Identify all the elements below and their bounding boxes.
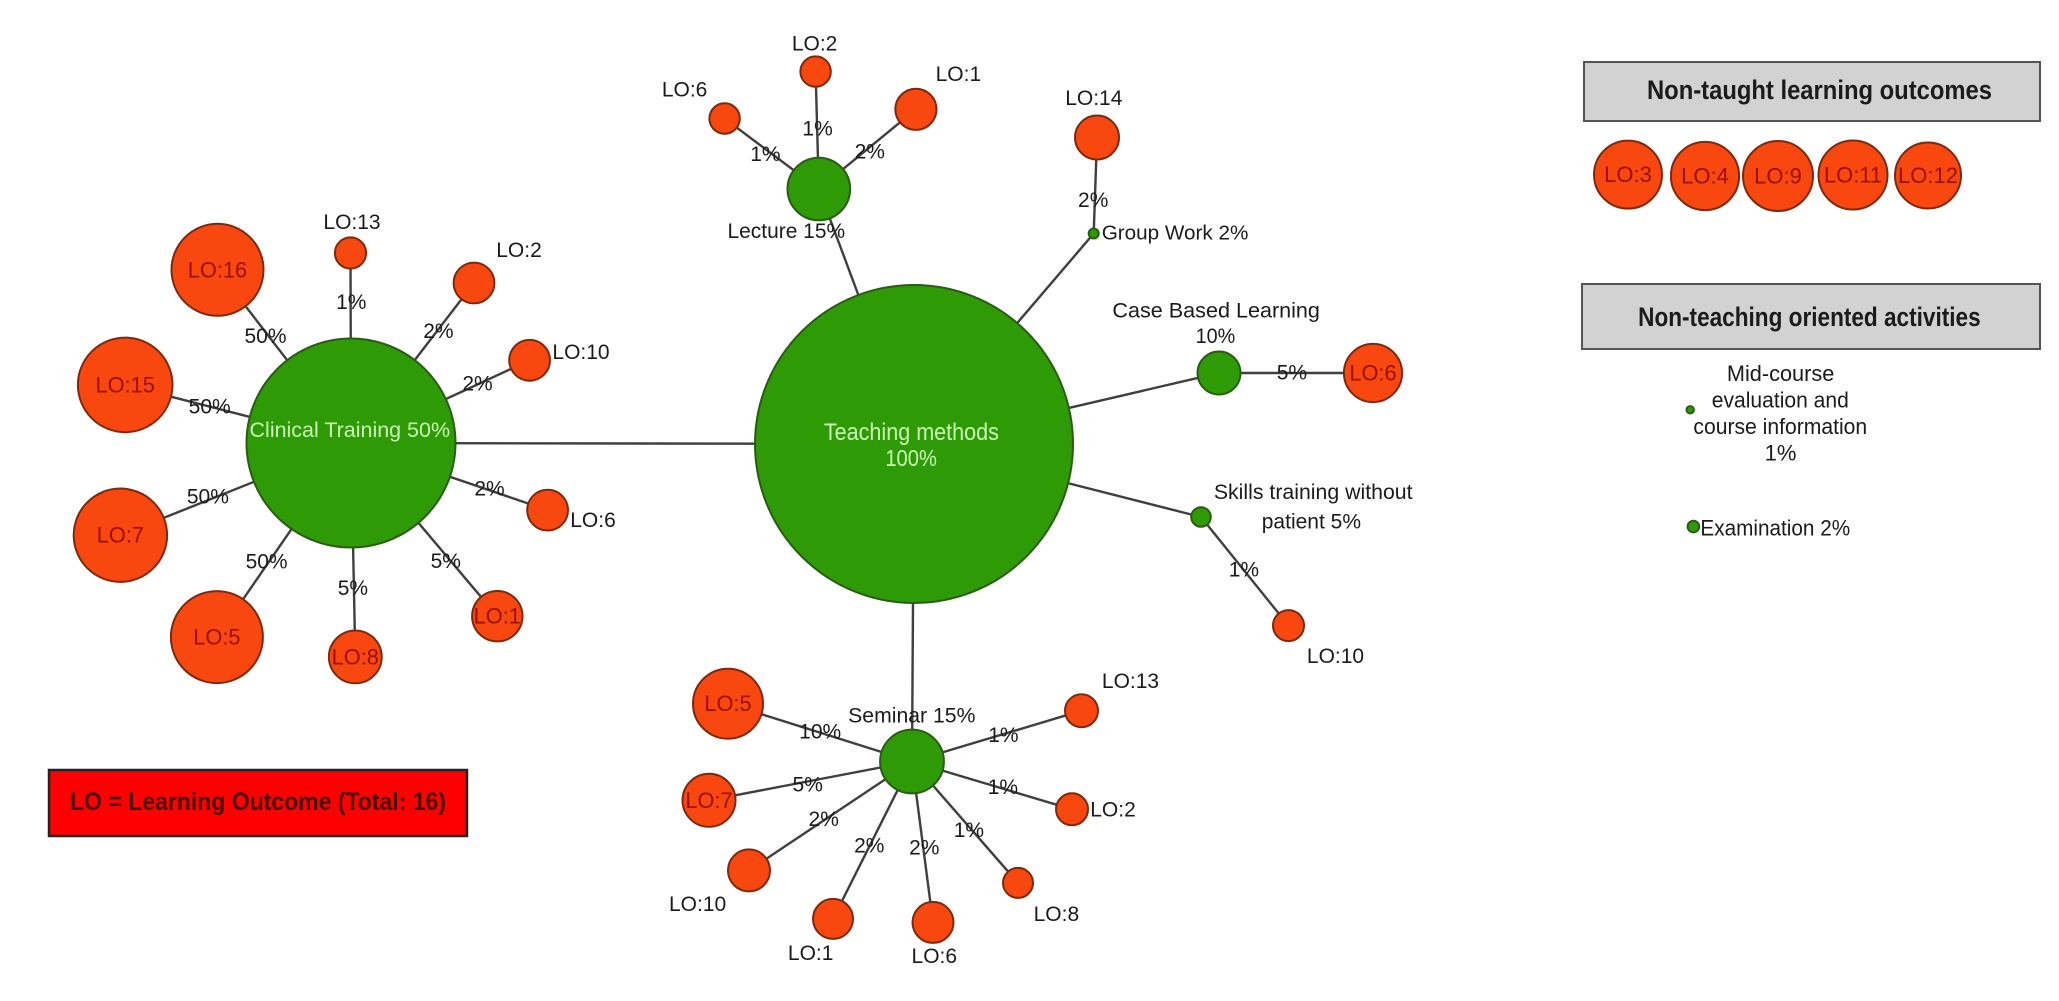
svg-text:LO:13: LO:13 [1102, 670, 1159, 693]
svg-text:Mid-course: Mid-course [1727, 361, 1835, 386]
svg-text:50%: 50% [246, 551, 288, 574]
svg-text:2%: 2% [474, 478, 504, 501]
svg-text:LO:3: LO:3 [1604, 162, 1652, 187]
svg-text:1%: 1% [954, 819, 984, 842]
svg-text:LO:1: LO:1 [788, 942, 834, 965]
svg-text:LO:8: LO:8 [332, 644, 379, 669]
svg-text:Seminar 15%: Seminar 15% [848, 705, 975, 728]
svg-text:5%: 5% [1277, 362, 1307, 385]
svg-text:course information: course information [1693, 414, 1867, 439]
svg-text:LO:15: LO:15 [96, 372, 155, 397]
svg-text:5%: 5% [793, 773, 823, 796]
svg-text:Examination 2%: Examination 2% [1700, 515, 1850, 540]
svg-text:Teaching methods: Teaching methods [824, 419, 999, 446]
svg-text:2%: 2% [854, 834, 884, 857]
svg-text:2%: 2% [809, 808, 839, 831]
svg-text:Clinical Training 50%: Clinical Training 50% [250, 419, 451, 442]
svg-text:LO:7: LO:7 [97, 523, 144, 548]
svg-text:50%: 50% [189, 395, 231, 418]
svg-text:LO:6: LO:6 [570, 509, 616, 532]
svg-text:LO:11: LO:11 [1824, 163, 1882, 188]
svg-text:LO:8: LO:8 [1034, 903, 1080, 926]
svg-text:evaluation and: evaluation and [1712, 388, 1849, 413]
svg-text:LO:7: LO:7 [685, 788, 732, 813]
svg-text:1%: 1% [336, 291, 366, 314]
svg-text:1%: 1% [750, 143, 780, 166]
svg-text:LO:2: LO:2 [792, 33, 838, 56]
svg-text:10%: 10% [799, 721, 841, 744]
svg-text:LO:16: LO:16 [188, 257, 247, 282]
svg-text:Non-taught learning outcomes: Non-taught learning outcomes [1647, 75, 1992, 105]
svg-text:LO:2: LO:2 [1090, 798, 1136, 821]
svg-text:5%: 5% [338, 577, 368, 600]
svg-text:LO:2: LO:2 [496, 239, 542, 262]
svg-text:Non-teaching oriented activiti: Non-teaching oriented activities [1638, 302, 1981, 332]
svg-text:LO:5: LO:5 [193, 625, 240, 650]
svg-text:50%: 50% [244, 325, 286, 348]
svg-text:LO:10: LO:10 [669, 893, 726, 916]
svg-text:LO:1: LO:1 [936, 63, 982, 86]
svg-text:1%: 1% [988, 724, 1018, 747]
svg-text:1%: 1% [988, 776, 1018, 799]
svg-text:patient 5%: patient 5% [1262, 511, 1361, 534]
svg-text:2%: 2% [909, 836, 939, 859]
svg-text:LO:5: LO:5 [704, 691, 751, 716]
svg-text:LO:13: LO:13 [323, 211, 380, 234]
svg-text:2%: 2% [1078, 189, 1108, 212]
svg-text:LO:9: LO:9 [1754, 164, 1802, 189]
svg-text:LO:6: LO:6 [912, 945, 958, 968]
svg-text:50%: 50% [187, 485, 229, 508]
svg-text:LO:10: LO:10 [552, 341, 609, 364]
svg-text:2%: 2% [462, 373, 492, 396]
svg-text:Case Based Learning: Case Based Learning [1112, 300, 1320, 323]
svg-text:100%: 100% [885, 445, 937, 471]
svg-text:LO:14: LO:14 [1065, 87, 1123, 110]
svg-text:LO:12: LO:12 [1898, 163, 1958, 188]
svg-text:1%: 1% [1229, 559, 1259, 582]
svg-text:1%: 1% [1765, 441, 1797, 466]
svg-text:Group Work 2%: Group Work 2% [1102, 221, 1249, 244]
svg-text:Lecture 15%: Lecture 15% [728, 220, 846, 243]
svg-text:LO:6: LO:6 [1349, 361, 1396, 386]
svg-text:2%: 2% [855, 141, 885, 164]
svg-text:5%: 5% [431, 550, 461, 573]
svg-text:LO = Learning Outcome (Total:: LO = Learning Outcome (Total: 16) [70, 788, 446, 816]
svg-text:LO:1: LO:1 [474, 604, 521, 629]
svg-text:LO:4: LO:4 [1681, 164, 1729, 189]
svg-text:1%: 1% [802, 118, 832, 141]
svg-text:LO:10: LO:10 [1307, 645, 1364, 668]
svg-text:LO:6: LO:6 [662, 79, 708, 102]
svg-text:2%: 2% [423, 320, 453, 343]
svg-text:10%: 10% [1196, 325, 1236, 348]
svg-text:Skills training without: Skills training without [1214, 481, 1413, 504]
